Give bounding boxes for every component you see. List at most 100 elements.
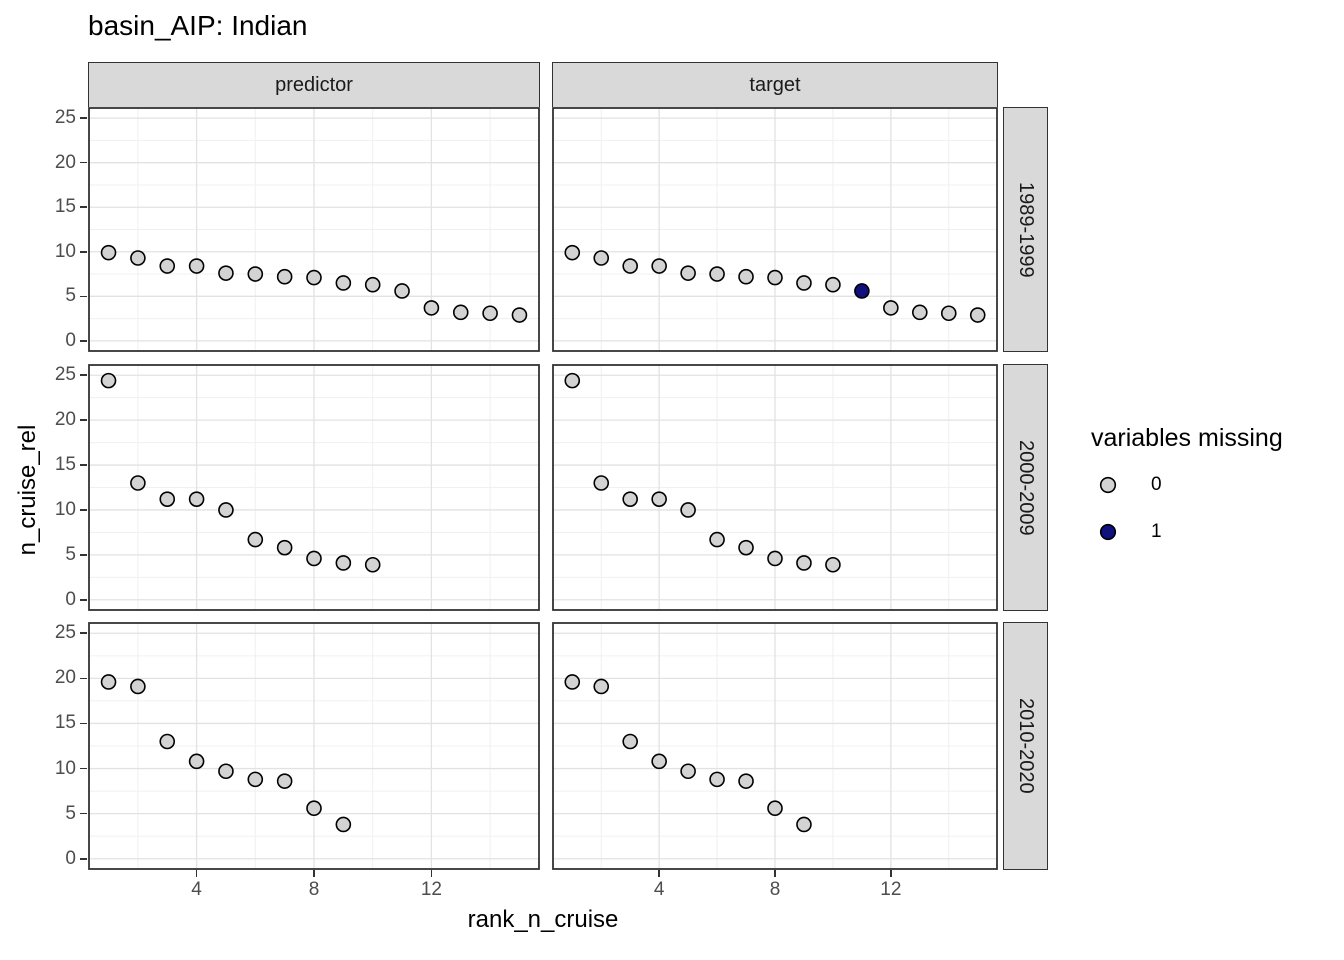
y-tick-label: 20 — [54, 409, 76, 431]
y-axis-tick — [80, 161, 87, 164]
y-axis-tick — [80, 554, 87, 556]
data-point — [622, 733, 638, 750]
data-point — [511, 307, 528, 323]
data-point — [100, 674, 117, 690]
facet-strip-row1-label: 1989-1999 — [1015, 181, 1037, 278]
data-point — [767, 550, 783, 567]
data-point — [651, 753, 667, 770]
data-point — [335, 275, 352, 291]
legend-key-circle-0 — [1099, 476, 1117, 494]
legend-item-0: 0 — [1085, 473, 1283, 497]
data-point — [940, 305, 957, 322]
x-tick-label: 4 — [191, 879, 202, 900]
y-axis-tick — [80, 464, 87, 466]
data-point — [306, 269, 322, 286]
data-point — [593, 678, 610, 695]
x-tick-label: 8 — [308, 879, 320, 900]
data-point — [188, 258, 205, 274]
y-tick-label: 5 — [65, 285, 76, 307]
data-point — [796, 816, 812, 833]
panel-target-2000-2009 — [552, 364, 998, 611]
data-point — [276, 268, 293, 285]
x-axis-tick — [313, 870, 315, 877]
legend-key-circle-1 — [1099, 523, 1117, 541]
data-point — [276, 773, 293, 789]
data-point — [651, 258, 667, 274]
y-axis-tick — [80, 509, 87, 511]
data-point — [825, 276, 841, 293]
y-tick-label: 5 — [65, 543, 76, 565]
data-point — [593, 250, 610, 266]
data-point — [709, 531, 725, 548]
data-point — [738, 773, 754, 789]
y-tick-label: 25 — [54, 107, 76, 129]
data-point — [767, 269, 783, 286]
panel-target-2010-2020 — [552, 622, 998, 870]
data-point — [680, 502, 696, 518]
data-point — [738, 539, 754, 556]
data-point — [276, 539, 293, 556]
data-point — [100, 244, 117, 261]
y-axis-tick — [80, 340, 87, 342]
x-tick-label: 4 — [653, 879, 665, 900]
panel-predictor-2010-2020 — [88, 622, 540, 870]
x-tick-label: 12 — [420, 879, 442, 900]
data-point — [564, 244, 581, 261]
x-axis-title: rank_n_cruise — [467, 906, 619, 933]
data-point — [159, 733, 176, 750]
data-point — [364, 276, 381, 293]
data-point — [593, 475, 610, 491]
data-point — [651, 491, 667, 507]
data-point — [247, 531, 264, 548]
panel-predictor-2000-2009 — [88, 364, 540, 611]
y-tick-label: 0 — [65, 847, 76, 869]
data-point — [130, 250, 146, 266]
y-tick-label: 15 — [54, 454, 76, 476]
data-point — [306, 800, 322, 817]
data-point — [680, 763, 696, 780]
y-tick-label: 20 — [54, 151, 76, 173]
y-tick-label: 25 — [54, 622, 76, 644]
panel-border — [88, 622, 540, 870]
data-point — [159, 258, 176, 274]
data-point — [335, 555, 352, 571]
data-point — [709, 266, 725, 282]
y-axis-tick — [80, 598, 87, 601]
facet-strip-row2-label: 2000-2009 — [1015, 439, 1037, 536]
y-tick-label: 10 — [54, 240, 76, 262]
x-axis-tick — [774, 870, 776, 877]
data-point — [912, 304, 928, 321]
data-point — [423, 300, 440, 316]
y-axis-tick — [80, 632, 87, 635]
data-point — [188, 491, 205, 507]
y-tick-label: 10 — [54, 498, 76, 520]
y-axis-tick — [80, 677, 87, 680]
data-point — [883, 300, 899, 316]
data-point — [796, 555, 812, 571]
data-point — [622, 491, 638, 507]
y-tick-label: 20 — [54, 667, 76, 689]
facet-strip-target-label: target — [749, 73, 801, 96]
panel-target-1989-1999 — [552, 107, 998, 352]
legend-item-1: 1 — [1085, 520, 1283, 544]
data-point — [130, 475, 146, 491]
y-axis-tick — [80, 857, 87, 860]
y-axis-tick — [80, 206, 87, 209]
x-tick-label: 8 — [769, 879, 781, 900]
y-tick-label: 0 — [65, 329, 76, 351]
panel-border — [88, 364, 540, 611]
legend: variables missing 0 1 — [1085, 424, 1283, 567]
facet-strip-2010-2020: 2010-2020 — [1003, 622, 1048, 870]
panel-border — [552, 364, 998, 611]
data-point — [796, 275, 812, 291]
y-tick-label: 15 — [54, 196, 76, 218]
y-axis-tick — [80, 295, 87, 298]
y-axis-tick — [80, 722, 87, 725]
data-point — [218, 265, 234, 281]
data-point — [767, 800, 783, 817]
facet-strip-predictor: predictor — [88, 62, 540, 108]
y-tick-label: 15 — [54, 712, 76, 734]
y-tick-label: 5 — [65, 802, 76, 824]
panel-border — [552, 107, 998, 352]
